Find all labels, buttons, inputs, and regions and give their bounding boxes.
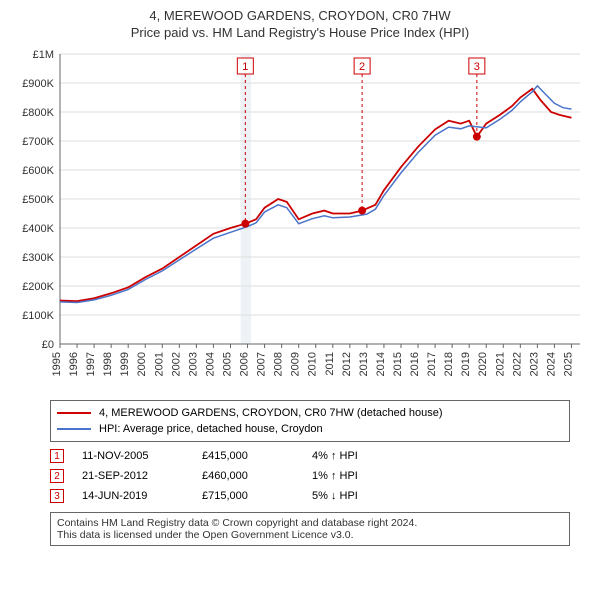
svg-text:2: 2: [359, 61, 365, 73]
sale-date: 14-JUN-2019: [82, 490, 202, 502]
sale-price: £460,000: [202, 470, 312, 482]
svg-text:£300K: £300K: [22, 252, 54, 264]
sale-marker-icon: 1: [50, 449, 64, 463]
sale-price: £715,000: [202, 490, 312, 502]
svg-text:2013: 2013: [358, 352, 370, 376]
title-address: 4, MEREWOOD GARDENS, CROYDON, CR0 7HW: [10, 8, 590, 23]
legend-item: HPI: Average price, detached house, Croy…: [57, 421, 563, 437]
title-subtitle: Price paid vs. HM Land Registry's House …: [10, 25, 590, 40]
svg-text:£0: £0: [42, 339, 54, 351]
title-block: 4, MEREWOOD GARDENS, CROYDON, CR0 7HW Pr…: [0, 0, 600, 44]
sale-diff: 4% ↑ HPI: [312, 450, 422, 462]
svg-text:2000: 2000: [136, 352, 148, 376]
chart-container: 4, MEREWOOD GARDENS, CROYDON, CR0 7HW Pr…: [0, 0, 600, 546]
svg-text:2002: 2002: [170, 352, 182, 376]
svg-text:1998: 1998: [102, 352, 114, 376]
svg-text:£800K: £800K: [22, 107, 54, 119]
svg-text:2004: 2004: [204, 352, 216, 376]
sale-diff: 1% ↑ HPI: [312, 470, 422, 482]
svg-text:2021: 2021: [494, 352, 506, 376]
sale-marker-icon: 2: [50, 469, 64, 483]
svg-text:2001: 2001: [153, 352, 165, 376]
svg-text:£500K: £500K: [22, 194, 54, 206]
svg-text:2015: 2015: [392, 352, 404, 376]
sale-date: 11-NOV-2005: [82, 450, 202, 462]
svg-text:1995: 1995: [51, 352, 63, 376]
svg-text:2024: 2024: [545, 352, 557, 376]
svg-text:2006: 2006: [239, 352, 251, 376]
svg-text:2016: 2016: [409, 352, 421, 376]
sale-price: £415,000: [202, 450, 312, 462]
svg-text:2011: 2011: [324, 352, 336, 376]
svg-text:1997: 1997: [85, 352, 97, 376]
sales-table: 1 11-NOV-2005 £415,000 4% ↑ HPI 2 21-SEP…: [50, 446, 570, 506]
svg-text:2017: 2017: [426, 352, 438, 376]
svg-text:2014: 2014: [375, 352, 387, 376]
license-box: Contains HM Land Registry data © Crown c…: [50, 512, 570, 546]
svg-text:£600K: £600K: [22, 165, 54, 177]
svg-text:2007: 2007: [256, 352, 268, 376]
svg-text:1999: 1999: [119, 352, 131, 376]
svg-text:2008: 2008: [273, 352, 285, 376]
sale-diff: 5% ↓ HPI: [312, 490, 422, 502]
svg-text:2012: 2012: [341, 352, 353, 376]
sale-row: 3 14-JUN-2019 £715,000 5% ↓ HPI: [50, 486, 570, 506]
svg-text:3: 3: [474, 61, 480, 73]
legend-swatch: [57, 412, 91, 414]
svg-text:2003: 2003: [187, 352, 199, 376]
svg-text:1: 1: [242, 61, 248, 73]
svg-text:2023: 2023: [528, 352, 540, 376]
sale-date: 21-SEP-2012: [82, 470, 202, 482]
svg-text:£100K: £100K: [22, 310, 54, 322]
svg-text:2005: 2005: [221, 352, 233, 376]
chart-area: £0 £100K £200K £300K £400K £500K £600K £700K £80…: [10, 44, 590, 394]
svg-text:£200K: £200K: [22, 281, 54, 293]
svg-text:2022: 2022: [511, 352, 523, 376]
legend-swatch: [57, 428, 91, 430]
legend-label: HPI: Average price, detached house, Croy…: [99, 423, 323, 435]
legend-label: 4, MEREWOOD GARDENS, CROYDON, CR0 7HW (d…: [99, 407, 443, 419]
sale-row: 2 21-SEP-2012 £460,000 1% ↑ HPI: [50, 466, 570, 486]
svg-text:£900K: £900K: [22, 78, 54, 90]
svg-text:2019: 2019: [460, 352, 472, 376]
legend-item: 4, MEREWOOD GARDENS, CROYDON, CR0 7HW (d…: [57, 405, 563, 421]
svg-text:2025: 2025: [562, 352, 574, 376]
svg-text:2009: 2009: [290, 352, 302, 376]
svg-text:2010: 2010: [307, 352, 319, 376]
svg-text:2020: 2020: [477, 352, 489, 376]
svg-text:2018: 2018: [443, 352, 455, 376]
svg-text:£400K: £400K: [22, 223, 54, 235]
svg-text:£700K: £700K: [22, 136, 54, 148]
sale-row: 1 11-NOV-2005 £415,000 4% ↑ HPI: [50, 446, 570, 466]
svg-text:£1M: £1M: [33, 49, 54, 61]
license-line: This data is licensed under the Open Gov…: [57, 529, 563, 541]
license-line: Contains HM Land Registry data © Crown c…: [57, 517, 563, 529]
svg-text:1996: 1996: [68, 352, 80, 376]
sale-marker-icon: 3: [50, 489, 64, 503]
legend-box: 4, MEREWOOD GARDENS, CROYDON, CR0 7HW (d…: [50, 400, 570, 442]
chart-svg: £0 £100K £200K £300K £400K £500K £600K £700K £80…: [10, 44, 590, 394]
